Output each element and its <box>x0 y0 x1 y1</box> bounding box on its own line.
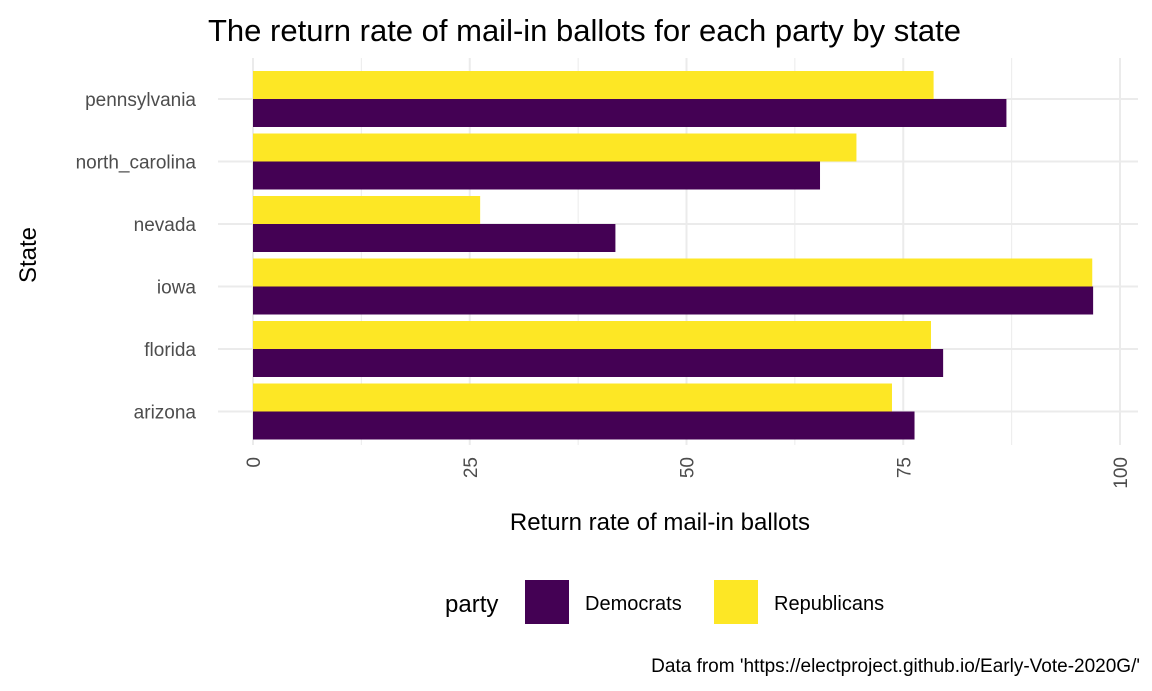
bar-democrats-florida <box>253 349 944 377</box>
bar-republicans-pennsylvania <box>253 71 934 99</box>
x-tick-label: 100 <box>1111 457 1132 489</box>
legend-title: party <box>445 591 498 618</box>
bar-republicans-north_carolina <box>253 133 857 162</box>
bar-democrats-iowa <box>253 286 1094 315</box>
legend: party Democrats Republicans <box>445 580 884 624</box>
legend-swatch-republicans <box>714 580 758 624</box>
y-tick-label: nevada <box>134 215 197 236</box>
chart-title: The return rate of mail-in ballots for e… <box>208 13 961 48</box>
bar-democrats-pennsylvania <box>253 99 1007 127</box>
bar-republicans-arizona <box>253 383 892 412</box>
bar-republicans-florida <box>253 321 931 349</box>
legend-label-republicans: Republicans <box>774 593 884 615</box>
x-tick-label: 50 <box>678 457 699 478</box>
bars <box>253 71 1094 440</box>
y-axis-title: State <box>15 227 42 283</box>
caption: Data from 'https://electproject.github.i… <box>651 656 1140 677</box>
x-tick-labels: 0 25 50 75 100 <box>244 457 1132 489</box>
y-tick-label: pennsylvania <box>85 90 196 111</box>
bar-democrats-north_carolina <box>253 161 821 190</box>
x-axis-title: Return rate of mail-in ballots <box>510 509 810 536</box>
y-tick-label: arizona <box>134 403 197 424</box>
x-tick-label: 75 <box>894 457 915 478</box>
y-tick-label: north_carolina <box>76 153 197 174</box>
bar-republicans-iowa <box>253 258 1093 287</box>
y-tick-label: iowa <box>157 278 197 299</box>
bar-democrats-nevada <box>253 224 616 252</box>
x-tick-label: 0 <box>244 457 265 468</box>
bar-republicans-nevada <box>253 196 481 224</box>
bar-democrats-arizona <box>253 411 915 440</box>
legend-label-democrats: Democrats <box>585 593 682 615</box>
x-tick-label: 25 <box>461 457 482 478</box>
legend-swatch-democrats <box>525 580 569 624</box>
y-tick-label: florida <box>144 340 196 361</box>
